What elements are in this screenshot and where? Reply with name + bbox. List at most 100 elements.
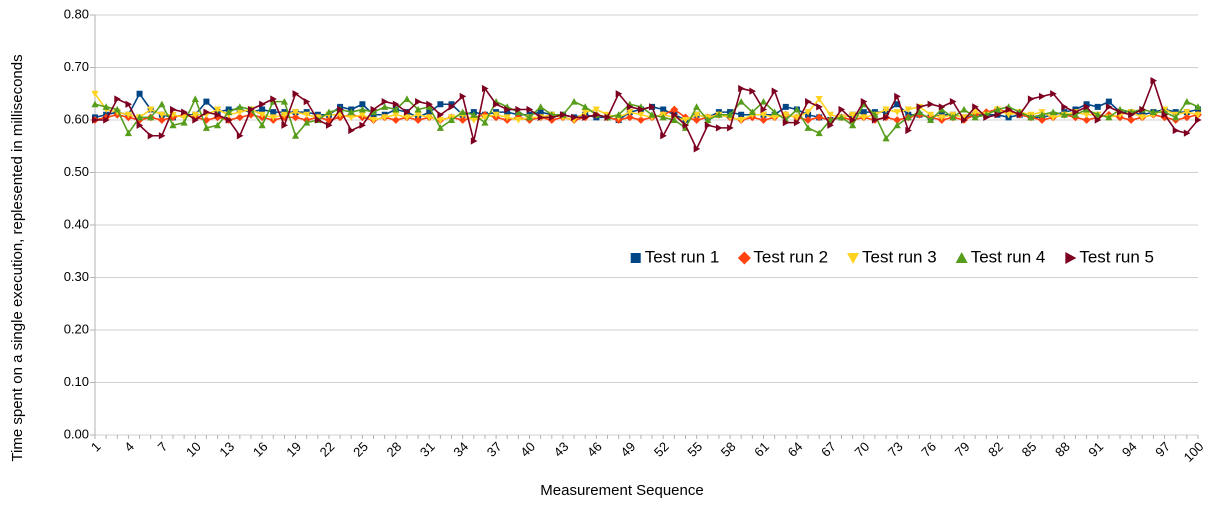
- data-point: [1082, 111, 1091, 119]
- data-point: [314, 116, 322, 124]
- data-point: [570, 98, 578, 105]
- data-point: [470, 117, 478, 124]
- data-point: [414, 111, 422, 119]
- x-tick-label: 85: [1019, 439, 1040, 460]
- data-point: [1149, 108, 1158, 116]
- data-point: [660, 106, 667, 113]
- data-point: [916, 103, 924, 111]
- data-point: [1105, 103, 1113, 111]
- data-point: [893, 116, 902, 124]
- data-point: [971, 109, 979, 116]
- data-point: [1027, 95, 1035, 103]
- data-point: [882, 106, 890, 114]
- data-point: [258, 111, 266, 119]
- data-point: [715, 111, 723, 118]
- data-point: [392, 111, 400, 119]
- data-point: [1105, 113, 1113, 121]
- data-point: [704, 116, 712, 123]
- data-point: [782, 111, 790, 119]
- data-point: [470, 111, 478, 118]
- data-point: [904, 113, 912, 121]
- data-point: [804, 116, 812, 124]
- y-tick-label: 0.40: [64, 216, 89, 231]
- data-point: [437, 101, 444, 108]
- data-point: [103, 116, 110, 124]
- data-point: [381, 103, 389, 110]
- data-point: [191, 95, 199, 102]
- data-point: [124, 111, 133, 119]
- data-point: [92, 116, 99, 124]
- data-point: [649, 103, 656, 111]
- data-point: [124, 129, 133, 137]
- data-point: [392, 100, 400, 108]
- x-tick-label: 73: [885, 439, 906, 460]
- data-point: [236, 109, 244, 116]
- data-point: [760, 105, 768, 114]
- x-tick-label: 22: [317, 439, 338, 460]
- x-tick-label: 64: [785, 439, 806, 460]
- data-point: [637, 105, 645, 114]
- data-point: [235, 113, 244, 122]
- data-point: [236, 103, 244, 110]
- data-point: [804, 124, 812, 131]
- x-tick-label: 16: [250, 439, 271, 460]
- data-point: [815, 129, 823, 137]
- data-point: [347, 114, 355, 121]
- data-point: [280, 111, 289, 119]
- data-point: [883, 113, 890, 121]
- data-point: [192, 116, 199, 124]
- data-point: [849, 121, 857, 129]
- data-point: [1172, 113, 1180, 121]
- data-point: [225, 116, 233, 124]
- data-point: [693, 103, 701, 110]
- x-tick-label: 46: [584, 439, 605, 460]
- legend: Test run 1 Test run 2 Test run 3 Test run 4…: [630, 247, 1154, 266]
- data-point: [481, 119, 489, 126]
- data-point: [782, 103, 789, 110]
- data-point: [815, 96, 823, 103]
- data-point: [1183, 98, 1191, 105]
- data-point: [303, 111, 311, 119]
- data-point: [247, 105, 255, 114]
- x-tick-label: 94: [1119, 439, 1140, 460]
- data-point: [147, 113, 155, 121]
- data-point: [426, 100, 433, 108]
- data-point: [415, 98, 422, 106]
- data-point: [213, 121, 222, 129]
- data-point: [213, 106, 222, 114]
- data-point: [526, 105, 534, 114]
- data-point: [581, 103, 589, 110]
- data-point: [949, 113, 957, 121]
- y-tick-label: 0.80: [64, 6, 89, 21]
- data-point: [180, 119, 188, 126]
- x-tick-label: 70: [851, 439, 872, 460]
- x-tick-label: 91: [1085, 439, 1106, 460]
- x-tick-label: 4: [121, 439, 137, 455]
- data-point: [470, 137, 478, 145]
- data-point: [894, 92, 901, 100]
- data-point: [748, 108, 756, 116]
- data-point: [1183, 129, 1191, 137]
- y-axis-label: Time spent on a single execution, reples…: [9, 54, 26, 461]
- x-tick-label: 82: [985, 439, 1006, 460]
- data-point: [514, 108, 522, 116]
- data-point: [994, 111, 1002, 119]
- data-point: [537, 113, 545, 121]
- data-point: [559, 111, 567, 119]
- data-point: [670, 116, 678, 123]
- legend-marker: [955, 252, 968, 263]
- data-point: [805, 98, 812, 106]
- data-point: [1182, 113, 1191, 122]
- data-point: [860, 98, 868, 106]
- x-tick-label: 52: [651, 439, 672, 460]
- x-tick-label: 76: [918, 439, 939, 460]
- data-point: [893, 109, 901, 116]
- data-point: [537, 109, 544, 116]
- legend-marker: [847, 253, 860, 264]
- data-point: [270, 95, 277, 103]
- data-point: [670, 105, 679, 114]
- data-point: [258, 121, 266, 129]
- data-point: [481, 114, 489, 121]
- data-point: [849, 111, 857, 119]
